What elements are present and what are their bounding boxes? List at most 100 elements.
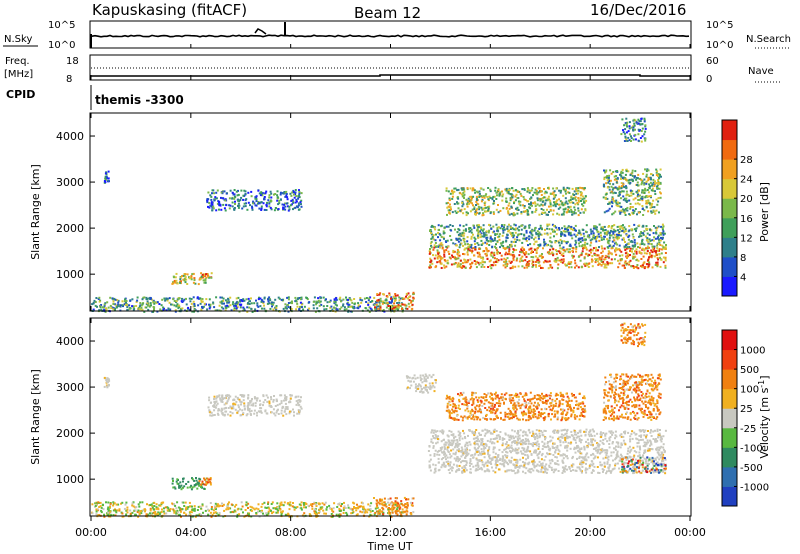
echo-cell (636, 264, 639, 266)
echo-cell (537, 258, 540, 261)
echo-cell (451, 255, 454, 258)
power-echo-region (429, 223, 667, 249)
echo-cell (558, 228, 561, 231)
echo-cell (166, 297, 169, 300)
echo-cell (628, 263, 631, 266)
echo-cell (359, 298, 362, 301)
echo-cell (525, 231, 528, 234)
echo-cell (621, 168, 624, 171)
echo-cell (637, 184, 640, 187)
echo-cell (379, 305, 382, 308)
echo-cell (625, 234, 628, 237)
echo-cell (252, 507, 255, 510)
echo-cell (261, 307, 263, 310)
echo-cell (584, 264, 587, 267)
echo-cell (300, 203, 302, 206)
echo-cell (125, 301, 127, 304)
echo-cell (526, 209, 529, 211)
echo-cell (109, 511, 112, 514)
echo-cell (263, 198, 265, 201)
echo-cell (243, 402, 246, 405)
echo-cell (635, 229, 637, 232)
echo-cell (342, 304, 344, 307)
echo-cell (200, 486, 202, 489)
echo-cell (482, 228, 485, 231)
echo-cell (377, 308, 380, 311)
echo-cell (651, 206, 654, 209)
echo-cell (103, 513, 106, 516)
echo-cell (221, 502, 223, 505)
echo-cell (596, 235, 599, 238)
echo-cell (555, 226, 558, 229)
echo-cell (437, 255, 440, 258)
echo-cell (504, 248, 507, 251)
echo-cell (595, 246, 598, 249)
echo-cell (157, 511, 160, 514)
echo-cell (246, 306, 249, 309)
echo-cell (582, 204, 585, 207)
echo-cell (651, 239, 654, 242)
echo-cell (487, 187, 490, 189)
echo-cell (104, 307, 107, 310)
echo-cell (616, 243, 619, 246)
echo-cell (450, 229, 453, 232)
echo-cell (520, 194, 523, 197)
echo-cell (428, 266, 431, 269)
echo-cell (508, 248, 511, 251)
echo-cell (602, 228, 604, 231)
echo-cell (178, 485, 181, 487)
echo-cell (645, 202, 648, 205)
echo-cell (642, 214, 645, 216)
echo-cell (247, 502, 250, 505)
echo-cell (287, 296, 290, 299)
echo-cell (565, 192, 567, 195)
echo-cell (171, 482, 174, 485)
echo-cell (577, 207, 580, 210)
echo-cell (140, 306, 143, 309)
echo-cell (530, 256, 533, 258)
echo-cell (523, 198, 526, 201)
echo-cell (485, 247, 488, 250)
echo-cell (235, 503, 238, 506)
echo-cell (158, 504, 161, 507)
echo-cell (472, 247, 475, 249)
echo-cell (520, 248, 523, 251)
echo-cell (543, 243, 546, 246)
echo-cell (231, 197, 234, 200)
echo-cell (188, 276, 191, 279)
echo-cell (474, 191, 477, 194)
echo-cell (179, 481, 182, 484)
echo-cell (189, 510, 192, 513)
echo-cell (287, 298, 290, 301)
echo-cell (217, 408, 220, 410)
echo-cell (376, 504, 379, 507)
echo-cell (609, 179, 612, 182)
echo-cell (388, 507, 390, 509)
echo-cell (126, 309, 129, 312)
echo-cell (480, 226, 483, 229)
echo-cell (291, 300, 293, 303)
echo-cell (282, 307, 285, 310)
echo-cell (376, 308, 378, 311)
echo-cell (650, 243, 653, 246)
echo-cell (243, 202, 246, 205)
echo-cell (460, 208, 463, 211)
echo-cell (312, 307, 315, 310)
echo-cell (387, 510, 390, 513)
echo-cell (559, 250, 562, 253)
echo-cell (637, 194, 640, 197)
echo-cell (363, 507, 365, 510)
echo-cell (649, 181, 652, 184)
echo-cell (583, 459, 586, 462)
echo-cell (259, 403, 262, 406)
echo-cell (607, 177, 610, 180)
echo-cell (499, 227, 502, 230)
echo-cell (213, 397, 216, 400)
echo-cell (632, 252, 635, 255)
echo-cell (371, 510, 374, 512)
echo-cell (645, 170, 648, 173)
echo-cell (387, 501, 389, 504)
echo-cell (644, 124, 647, 127)
echo-cell (534, 255, 537, 258)
echo-cell (497, 189, 500, 192)
